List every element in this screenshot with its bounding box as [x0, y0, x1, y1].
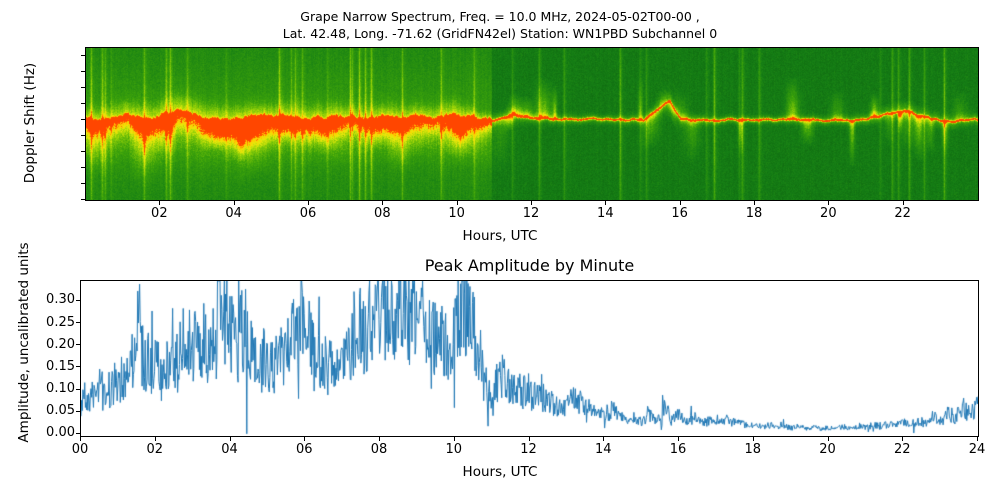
spectrogram-xtick-label: 20 [820, 206, 837, 221]
spectrogram-xtick-mark [233, 201, 235, 205]
amplitude-xtick-label: 00 [71, 442, 89, 457]
figure-title-line2: Lat. 42.48, Long. -71.62 (GridFN42el) St… [282, 26, 718, 41]
figure-title: Grape Narrow Spectrum, Freq. = 10.0 MHz,… [0, 8, 1000, 42]
spectrogram-xtick-mark [382, 201, 384, 205]
amplitude-xlabel: Hours, UTC [462, 464, 538, 480]
spectrogram-ytick-mark [81, 119, 85, 120]
amplitude-ytick-label: 0.10 [46, 381, 75, 396]
amplitude-xtick-mark [902, 437, 904, 441]
spectrogram-xtick-label: 14 [597, 206, 614, 221]
spectrogram-xtick-label: 12 [522, 206, 540, 221]
amplitude-plot-title: Peak Amplitude by Minute [424, 256, 635, 275]
amplitude-ytick-label: 0.30 [46, 292, 75, 308]
amplitude-xtick-label: 16 [669, 442, 687, 457]
spectrogram-ytick-mark [81, 199, 85, 200]
spectrogram-xtick-label: 06 [299, 206, 317, 221]
amplitude-xtick-mark [528, 437, 530, 441]
amplitude-xtick-label: 04 [221, 442, 238, 457]
spectrogram-plot-area [85, 47, 979, 201]
spectrogram-ytick-mark [81, 183, 85, 184]
amplitude-xtick-label: 06 [295, 442, 313, 457]
amplitude-xtick-label: 22 [893, 442, 911, 457]
amplitude-ytick-mark [76, 344, 80, 346]
amplitude-ytick-mark [76, 366, 80, 368]
amplitude-ytick-mark [76, 299, 80, 301]
spectrogram-ytick-mark [81, 71, 85, 72]
amplitude-ytick-mark [76, 432, 80, 434]
spectrogram-canvas [86, 48, 978, 200]
spectrogram-xtick-label: 10 [448, 206, 465, 221]
amplitude-xtick-mark [678, 437, 679, 441]
spectrogram-ytick-mark [81, 87, 85, 88]
spectrogram-ytick-mark [81, 167, 85, 168]
amplitude-xtick-label: 14 [594, 442, 612, 457]
amplitude-xtick-mark [80, 437, 81, 441]
amplitude-xtick-label: 20 [819, 442, 836, 457]
amplitude-xtick-label: 24 [968, 442, 986, 457]
figure-title-line1: Grape Narrow Spectrum, Freq. = 10.0 MHz,… [300, 9, 700, 24]
spectrogram-ytick-mark [81, 103, 85, 104]
amplitude-xtick-mark [379, 437, 380, 441]
spectrogram-xtick-label: 04 [225, 206, 242, 221]
amplitude-xtick-mark [453, 437, 455, 441]
spectrogram-xtick-mark [902, 201, 904, 205]
spectrogram-xtick-mark [828, 201, 830, 205]
amplitude-xtick-label: 18 [744, 442, 762, 457]
amplitude-ytick-label: 0.05 [46, 403, 75, 419]
amplitude-xtick-label: 02 [146, 442, 164, 457]
amplitude-ytick-label: 0.00 [46, 425, 75, 441]
spectrogram-xtick-mark [754, 201, 755, 205]
amplitude-xtick-label: 10 [445, 442, 463, 457]
spectrogram-xtick-mark [605, 201, 607, 205]
amplitude-xtick-mark [752, 437, 754, 441]
amplitude-xtick-mark [977, 437, 978, 441]
spectrogram-xtick-mark [159, 201, 161, 205]
spectrogram-xlabel: Hours, UTC [462, 228, 538, 244]
amplitude-xtick-label: 08 [370, 442, 388, 457]
amplitude-ytick-label: 0.20 [46, 336, 75, 352]
amplitude-ylabel: Amplitude, uncalibrated units [16, 242, 32, 443]
spectrogram-xtick-label: 16 [671, 206, 688, 221]
spectrogram-ytick-mark [81, 55, 85, 56]
spectrogram-ytick-mark [81, 151, 85, 152]
spectrogram-xtick-label: 02 [151, 206, 168, 221]
spectrogram-xtick-mark [308, 201, 309, 205]
spectrogram-xtick-label: 22 [894, 206, 911, 221]
amplitude-ytick-label: 0.25 [46, 314, 75, 330]
amplitude-xtick-mark [154, 437, 156, 441]
amplitude-xtick-mark [827, 437, 829, 441]
amplitude-ytick-label: 0.15 [46, 358, 75, 374]
spectrogram-xtick-mark [531, 201, 532, 205]
amplitude-xtick-mark [603, 437, 605, 441]
amplitude-ytick-mark [76, 410, 80, 412]
amplitude-xtick-label: 12 [520, 442, 537, 457]
spectrogram-ytick-mark [81, 135, 85, 136]
amplitude-xtick-mark [304, 437, 306, 441]
amplitude-ytick-mark [76, 322, 80, 324]
amplitude-ytick-mark [76, 388, 80, 390]
spectrogram-xtick-mark [679, 201, 681, 205]
spectrogram-ylabel: Doppler Shift (Hz) [22, 62, 38, 184]
amplitude-plot-area [80, 280, 979, 437]
amplitude-xtick-mark [229, 437, 231, 441]
spectrogram-xtick-label: 08 [374, 206, 391, 221]
spectrogram-xtick-label: 18 [745, 206, 763, 221]
spectrogram-xtick-mark [456, 201, 458, 205]
amplitude-line-canvas [81, 281, 978, 436]
